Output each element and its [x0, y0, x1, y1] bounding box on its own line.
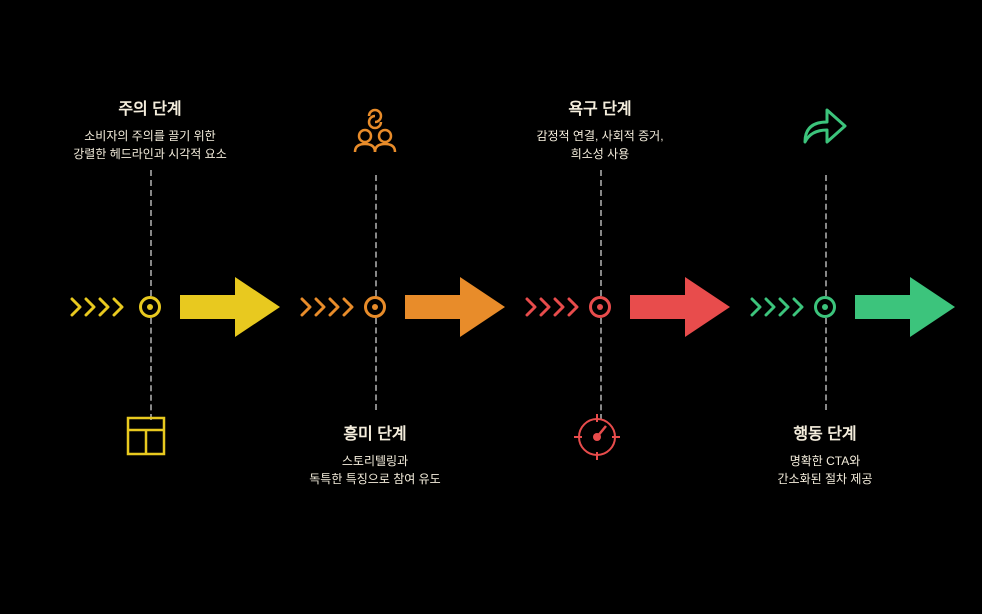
stage-vline-top [825, 175, 827, 296]
stage-title: 주의 단계 [30, 95, 270, 119]
stage-desc: 스토리텔링과 독특한 특징으로 참여 유도 [255, 452, 495, 488]
stage-chevrons [525, 297, 581, 317]
stage-desc: 소비자의 주의를 끌기 위한 강렬한 헤드라인과 시각적 요소 [30, 127, 270, 163]
stage-chevrons [70, 297, 126, 317]
stage-desc: 명확한 CTA와 간소화된 절차 제공 [705, 452, 945, 488]
stage-arrow [620, 267, 740, 347]
layout-icon [122, 412, 170, 465]
share-icon [797, 102, 849, 153]
stage-vline-top [600, 170, 602, 296]
stage-vline-top [150, 170, 152, 296]
stage-node [364, 296, 386, 318]
stage-chevrons [300, 297, 356, 317]
stage-vline-bottom [825, 318, 827, 410]
stage-vline-bottom [150, 318, 152, 420]
stage-desc: 감정적 연결, 사회적 증거, 희소성 사용 [480, 127, 720, 163]
stage-title: 흥미 단계 [255, 420, 495, 444]
stage-node [589, 296, 611, 318]
stage-arrow [395, 267, 515, 347]
stage-title: 행동 단계 [705, 420, 945, 444]
stage-vline-bottom [375, 318, 377, 410]
stage-label: 주의 단계소비자의 주의를 끌기 위한 강렬한 헤드라인과 시각적 요소 [30, 95, 270, 163]
stage-chevrons [750, 297, 806, 317]
stage-arrow [845, 267, 965, 347]
stage-node [814, 296, 836, 318]
stage-label: 행동 단계명확한 CTA와 간소화된 절차 제공 [705, 420, 945, 488]
stage-vline-top [375, 175, 377, 296]
stage-title: 욕구 단계 [480, 95, 720, 119]
target-icon [572, 412, 622, 467]
stage-label: 욕구 단계감정적 연결, 사회적 증거, 희소성 사용 [480, 95, 720, 163]
people-icon [347, 102, 403, 163]
stage-node [139, 296, 161, 318]
stage-vline-bottom [600, 318, 602, 420]
stage-label: 흥미 단계스토리텔링과 독특한 특징으로 참여 유도 [255, 420, 495, 488]
stage-arrow [170, 267, 290, 347]
